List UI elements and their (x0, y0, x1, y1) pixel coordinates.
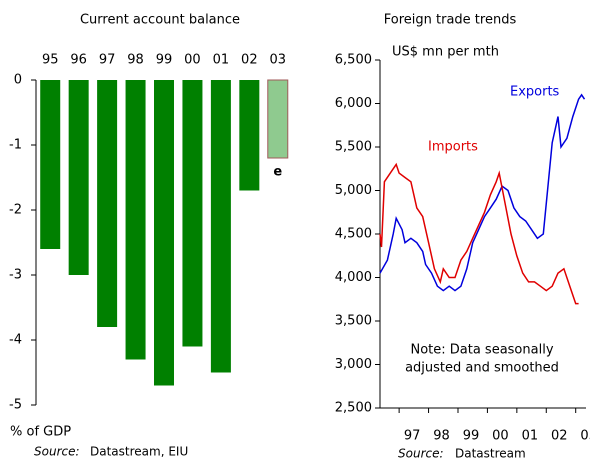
y-tick-label: -2 (9, 203, 22, 218)
x-tick-label: 96 (70, 53, 87, 68)
x-tick-label: 99 (463, 429, 480, 444)
x-tick-label: 00 (492, 429, 509, 444)
bar (125, 80, 146, 360)
y-tick-label: -3 (9, 268, 22, 283)
x-tick-label: 98 (127, 53, 144, 68)
x-tick-label: 97 (404, 429, 421, 444)
axis-label: % of GDP (10, 425, 71, 440)
y-tick-label: -4 (9, 333, 22, 348)
source: Datastream (455, 447, 526, 459)
x-tick-label: 02 (551, 429, 568, 444)
y-tick-label: 0 (14, 73, 22, 88)
line (379, 93, 586, 292)
x-tick-label: 03 (580, 429, 590, 444)
y-tick-label: 5,000 (335, 183, 372, 198)
x-tick-label: 00 (184, 53, 201, 68)
y-tick-label: 2,500 (335, 401, 372, 416)
x-tick-label: 01 (213, 53, 230, 68)
chart-title: Foreign trade trends (384, 13, 517, 28)
x-tick-label: 03 (270, 53, 287, 68)
annotation: e (273, 165, 282, 180)
bar (40, 80, 61, 249)
bar (68, 80, 89, 275)
source: Datastream, EIU (90, 445, 188, 459)
y-tick-label: 3,500 (335, 314, 372, 329)
bar (210, 80, 231, 373)
note: Note: Data seasonally (410, 343, 553, 358)
source-label: Source: (398, 447, 444, 459)
bar (182, 80, 203, 347)
y-tick-label: 3,000 (335, 357, 372, 372)
y-tick-label: 6,000 (335, 96, 372, 111)
note: adjusted and smoothed (405, 361, 559, 376)
x-tick-label: 02 (241, 53, 258, 68)
x-tick-label: 98 (433, 429, 450, 444)
y-tick-label: -5 (9, 398, 22, 413)
bar (154, 80, 174, 386)
y-tick-label: 4,500 (335, 227, 372, 242)
chart-title: Current account balance (80, 13, 240, 28)
bar (239, 80, 260, 191)
series-label: Exports (510, 85, 560, 100)
bar (97, 80, 118, 327)
y-tick-label: -1 (9, 138, 22, 153)
line (379, 162, 579, 305)
x-tick-label: 99 (156, 53, 173, 68)
source-label: Source: (34, 445, 80, 459)
x-tick-label: 95 (42, 53, 59, 68)
bar (267, 79, 289, 159)
x-tick-label: 97 (99, 53, 116, 68)
axis-label: US$ mn per mth (392, 45, 499, 60)
y-tick-label: 6,500 (335, 53, 372, 68)
series-label: Imports (428, 140, 478, 155)
y-tick-label: 5,500 (335, 140, 372, 155)
y-tick-label: 4,000 (335, 270, 372, 285)
x-tick-label: 01 (522, 429, 539, 444)
